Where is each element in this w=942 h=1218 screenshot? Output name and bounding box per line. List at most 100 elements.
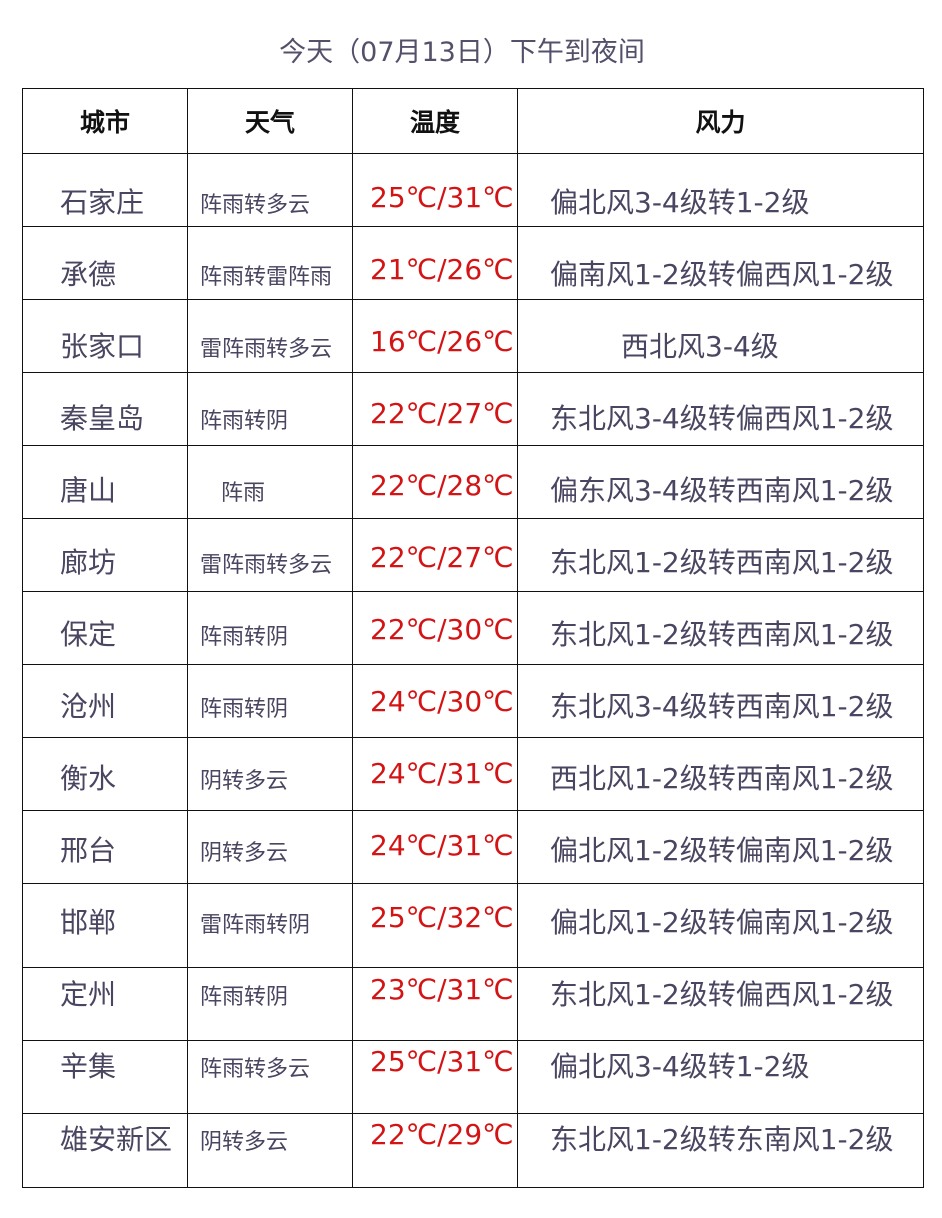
city-text: 邢台 (60, 834, 117, 867)
wind-text: 偏南风1-2级转偏西风1-2级 (550, 258, 894, 291)
temperature-text: 22℃/27℃ (370, 541, 514, 574)
wind-cell: 西北风1-2级转西南风1-2级 (517, 737, 924, 811)
weather-cell: 阵雨转阴 (187, 372, 353, 446)
wind-cell: 东北风3-4级转西南风1-2级 (517, 664, 924, 738)
wind-text: 东北风3-4级转西南风1-2级 (550, 690, 894, 723)
header-city: 城市 (22, 88, 188, 154)
wind-text: 东北风1-2级转东南风1-2级 (550, 1123, 894, 1156)
city-text: 定州 (60, 978, 117, 1011)
temperature-text: 22℃/30℃ (370, 613, 514, 646)
weather-cell: 阵雨转多云 (187, 153, 353, 227)
weather-cell: 阵雨转多云 (187, 1040, 353, 1114)
weather-cell: 阴转多云 (187, 810, 353, 884)
city-text: 石家庄 (60, 186, 145, 219)
city-text: 邯郸 (60, 906, 117, 939)
temperature-cell: 25℃/31℃ (352, 1040, 518, 1114)
weather-cell: 阵雨转阴 (187, 664, 353, 738)
weather-text: 雷阵雨转多云 (200, 553, 333, 578)
table-row: 邢台 阴转多云 24℃/31℃ 偏北风1-2级转偏南风1-2级 (22, 810, 924, 884)
wind-cell: 西北风3-4级 (517, 299, 924, 373)
temperature-cell: 21℃/26℃ (352, 226, 518, 300)
city-text: 衡水 (60, 762, 117, 795)
weather-text: 阴转多云 (200, 841, 289, 866)
city-cell: 定州 (22, 967, 188, 1041)
temperature-cell: 23℃/31℃ (352, 967, 518, 1041)
temperature-text: 22℃/28℃ (370, 469, 514, 502)
city-cell: 衡水 (22, 737, 188, 811)
city-cell: 承德 (22, 226, 188, 300)
temperature-text: 25℃/31℃ (370, 181, 514, 214)
weather-text: 阵雨转阴 (200, 697, 289, 722)
wind-text: 西北风1-2级转西南风1-2级 (550, 762, 894, 795)
wind-text: 偏东风3-4级转西南风1-2级 (550, 474, 894, 507)
wind-cell: 东北风1-2级转西南风1-2级 (517, 591, 924, 665)
temperature-cell: 24℃/31℃ (352, 737, 518, 811)
wind-text: 东北风1-2级转西南风1-2级 (550, 618, 894, 651)
wind-cell: 偏南风1-2级转偏西风1-2级 (517, 226, 924, 300)
weather-text: 阵雨转多云 (200, 193, 311, 218)
temperature-text: 24℃/31℃ (370, 829, 514, 862)
wind-cell: 东北风1-2级转西南风1-2级 (517, 518, 924, 592)
weather-cell: 阵雨转阴 (187, 591, 353, 665)
city-cell: 保定 (22, 591, 188, 665)
weather-text: 雷阵雨转多云 (200, 337, 333, 362)
weather-text: 阴转多云 (200, 1130, 289, 1155)
table-row: 唐山 阵雨 22℃/28℃ 偏东风3-4级转西南风1-2级 (22, 445, 924, 519)
table-row: 雄安新区 阴转多云 22℃/29℃ 东北风1-2级转东南风1-2级 (22, 1113, 924, 1188)
table-row: 定州 阵雨转阴 23℃/31℃ 东北风1-2级转偏西风1-2级 (22, 967, 924, 1041)
city-cell: 张家口 (22, 299, 188, 373)
temperature-text: 21℃/26℃ (370, 253, 514, 286)
temperature-text: 24℃/30℃ (370, 685, 514, 718)
table-row: 承德 阵雨转雷阵雨 21℃/26℃ 偏南风1-2级转偏西风1-2级 (22, 226, 924, 300)
temperature-cell: 22℃/28℃ (352, 445, 518, 519)
weather-text: 阴转多云 (200, 769, 289, 794)
city-cell: 沧州 (22, 664, 188, 738)
city-cell: 邯郸 (22, 883, 188, 968)
weather-cell: 雷阵雨转阴 (187, 883, 353, 968)
table-row: 辛集 阵雨转多云 25℃/31℃ 偏北风3-4级转1-2级 (22, 1040, 924, 1114)
city-text: 沧州 (60, 690, 117, 723)
wind-cell: 东北风3-4级转偏西风1-2级 (517, 372, 924, 446)
weather-cell: 雷阵雨转多云 (187, 299, 353, 373)
city-text: 秦皇岛 (60, 402, 145, 435)
city-cell: 邢台 (22, 810, 188, 884)
temperature-cell: 24℃/31℃ (352, 810, 518, 884)
temperature-cell: 25℃/31℃ (352, 153, 518, 227)
table-row: 沧州 阵雨转阴 24℃/30℃ 东北风3-4级转西南风1-2级 (22, 664, 924, 738)
temperature-text: 22℃/27℃ (370, 397, 514, 430)
weather-text: 阵雨转雷阵雨 (200, 265, 333, 290)
weather-text: 阵雨转阴 (200, 625, 289, 650)
temperature-text: 16℃/26℃ (370, 325, 514, 358)
weather-cell: 阴转多云 (187, 737, 353, 811)
temperature-cell: 22℃/30℃ (352, 591, 518, 665)
wind-text: 偏北风3-4级转1-2级 (550, 186, 810, 219)
wind-cell: 偏东风3-4级转西南风1-2级 (517, 445, 924, 519)
wind-cell: 东北风1-2级转偏西风1-2级 (517, 967, 924, 1041)
table-row: 秦皇岛 阵雨转阴 22℃/27℃ 东北风3-4级转偏西风1-2级 (22, 372, 924, 446)
temperature-cell: 16℃/26℃ (352, 299, 518, 373)
table-row: 邯郸 雷阵雨转阴 25℃/32℃ 偏北风1-2级转偏南风1-2级 (22, 883, 924, 968)
weather-cell: 雷阵雨转多云 (187, 518, 353, 592)
table-row: 廊坊 雷阵雨转多云 22℃/27℃ 东北风1-2级转西南风1-2级 (22, 518, 924, 592)
weather-cell: 阵雨 (187, 445, 353, 519)
page-title: 今天（07月13日）下午到夜间 (279, 37, 645, 68)
wind-cell: 东北风1-2级转东南风1-2级 (517, 1113, 924, 1188)
wind-text: 东北风1-2级转西南风1-2级 (550, 546, 894, 579)
temperature-text: 25℃/31℃ (370, 1045, 514, 1078)
temperature-text: 25℃/32℃ (370, 901, 514, 934)
weather-text: 阵雨转阴 (200, 409, 289, 434)
temperature-cell: 25℃/32℃ (352, 883, 518, 968)
header-wind: 风力 (517, 88, 924, 154)
temperature-cell: 24℃/30℃ (352, 664, 518, 738)
city-text: 张家口 (60, 330, 145, 363)
table-row: 张家口 雷阵雨转多云 16℃/26℃ 西北风3-4级 (22, 299, 924, 373)
table-row: 保定 阵雨转阴 22℃/30℃ 东北风1-2级转西南风1-2级 (22, 591, 924, 665)
wind-text: 偏北风1-2级转偏南风1-2级 (550, 834, 894, 867)
wind-text: 偏北风1-2级转偏南风1-2级 (550, 906, 894, 939)
city-cell: 石家庄 (22, 153, 188, 227)
city-cell: 秦皇岛 (22, 372, 188, 446)
table-row: 衡水 阴转多云 24℃/31℃ 西北风1-2级转西南风1-2级 (22, 737, 924, 811)
weather-text: 阵雨 (221, 481, 266, 506)
weather-cell: 阵雨转雷阵雨 (187, 226, 353, 300)
city-cell: 辛集 (22, 1040, 188, 1114)
